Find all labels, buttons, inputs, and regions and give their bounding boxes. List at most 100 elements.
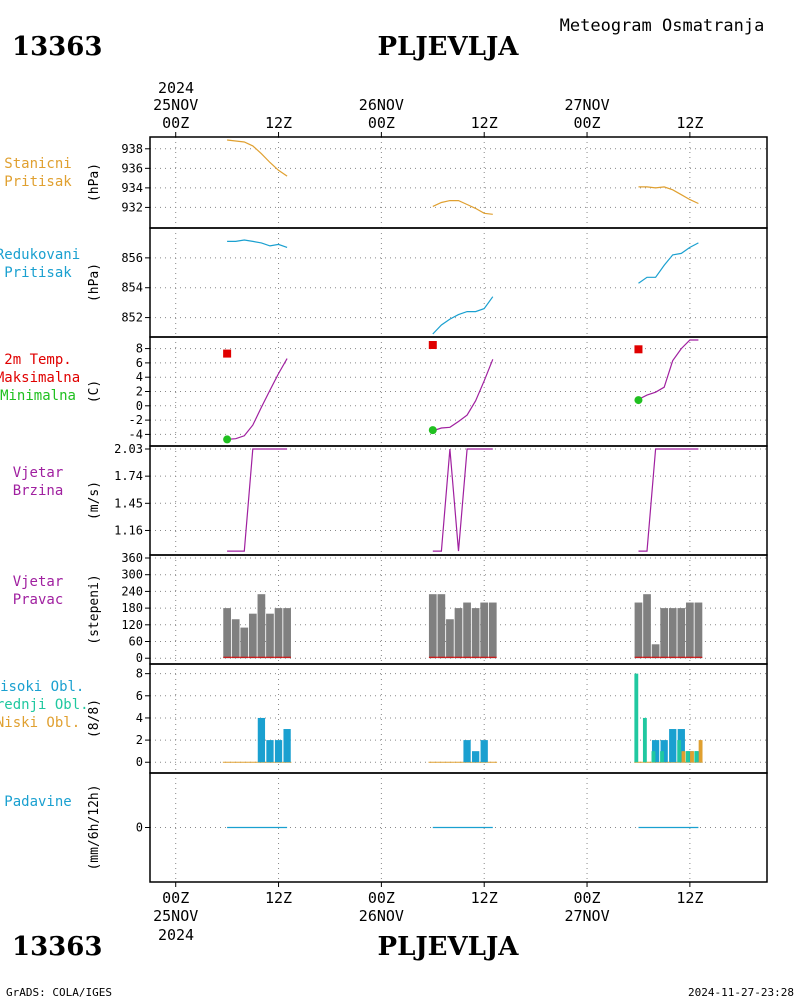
mid-cloud-bar bbox=[634, 673, 639, 763]
timestamp: 2024-11-27-23:28 bbox=[688, 986, 794, 999]
y-tick-label: 932 bbox=[121, 200, 143, 214]
y-tick-label: 8 bbox=[136, 667, 143, 681]
panel-label-line: Maksimalna bbox=[0, 370, 80, 386]
panel-frame bbox=[149, 336, 768, 447]
bottom-time-label: 12Z bbox=[265, 889, 292, 907]
y-tick-label: 4 bbox=[136, 370, 143, 384]
y-tick-label: 934 bbox=[121, 181, 143, 195]
station-id-top: 13363 bbox=[12, 32, 102, 62]
panel-frame bbox=[149, 445, 768, 556]
high-cloud-bar bbox=[274, 740, 283, 763]
tmin-marker bbox=[428, 426, 437, 435]
wind-direction-bar bbox=[428, 594, 437, 659]
top-time-label: 12Z bbox=[676, 114, 703, 132]
y-tick-label: 4 bbox=[136, 711, 143, 725]
y-tick-label: 854 bbox=[121, 281, 143, 295]
product-title: Meteogram Osmatranja bbox=[560, 16, 765, 36]
high-cloud-bar bbox=[463, 740, 471, 763]
panel-label-line: Vjetar bbox=[13, 574, 64, 590]
series-line bbox=[227, 358, 288, 440]
wind-direction-bar bbox=[231, 619, 240, 659]
wind-direction-bar bbox=[480, 602, 489, 659]
panel-plot bbox=[222, 673, 703, 763]
wind-direction-bar bbox=[651, 644, 660, 659]
high-cloud-bar bbox=[471, 751, 480, 763]
low-cloud-bar bbox=[690, 751, 694, 763]
wind-direction-bar bbox=[437, 594, 446, 659]
y-axis-unit: (mm/6h/12h) bbox=[87, 784, 102, 870]
tmax-marker bbox=[223, 349, 232, 358]
top-date-label: 26NOV bbox=[359, 96, 404, 114]
panel-plot bbox=[223, 594, 703, 659]
y-tick-label: 2 bbox=[136, 385, 143, 399]
top-time-label: 00Z bbox=[573, 114, 600, 132]
high-cloud-bar bbox=[266, 740, 274, 763]
panel-wind_speed: 1.16 1.45 1.74 2.03 (m/s) Vjetar Brzina bbox=[13, 442, 768, 556]
y-tick-label: 0 bbox=[136, 651, 143, 665]
grads-credit: GrADS: COLA/IGES bbox=[6, 986, 112, 999]
panel-label-line: Niski Obl. bbox=[0, 715, 80, 731]
plot-area: 25NOV00Z00Z25NOV12Z12Z26NOV00Z00Z26NOV12… bbox=[0, 96, 768, 925]
bottom-time-label: 12Z bbox=[676, 889, 703, 907]
wind-direction-bar bbox=[660, 608, 669, 659]
panel-label-line: Redukovani bbox=[0, 247, 80, 263]
tmin-marker bbox=[223, 435, 232, 444]
y-tick-label: 936 bbox=[121, 161, 143, 175]
panel-label-line: Pritisak bbox=[4, 265, 72, 281]
high-cloud-bar bbox=[651, 740, 660, 763]
y-tick-label: 120 bbox=[121, 618, 143, 632]
top-time-label: 12Z bbox=[471, 114, 498, 132]
high-cloud-bar bbox=[677, 729, 685, 763]
panel-reduced: 852 854 856 (hPa) Redukovani Pritisak bbox=[0, 227, 768, 338]
wind-direction-bar bbox=[248, 613, 257, 659]
y-tick-label: 1.45 bbox=[114, 496, 143, 510]
bottom-date-label: 25NOV bbox=[153, 907, 198, 925]
panel-pressure: 932 934 936 938 (hPa) Stanicni Pritisak bbox=[4, 136, 768, 229]
y-tick-label: 0 bbox=[136, 399, 143, 413]
high-cloud-bar bbox=[669, 729, 677, 763]
y-tick-label: 0 bbox=[136, 755, 143, 769]
station-name-top: PLJEVLJA bbox=[378, 32, 520, 62]
panel-label-line: Srednji Obl. bbox=[0, 697, 89, 713]
y-tick-label: 852 bbox=[121, 311, 143, 325]
panel-label-line: Pravac bbox=[13, 592, 64, 608]
tmin-marker bbox=[634, 396, 643, 405]
wind-direction-bar bbox=[668, 608, 677, 659]
panel-wind_direction: 0 60 120 180 240 300 360 (stepeni) Vjetar Pravac bbox=[13, 551, 768, 665]
high-cloud-bar bbox=[694, 751, 703, 763]
y-axis-unit: (hPa) bbox=[87, 263, 102, 302]
y-tick-label: 60 bbox=[129, 635, 143, 649]
wind-direction-bar bbox=[446, 619, 454, 659]
wind-direction-bar bbox=[686, 602, 694, 659]
tmax-marker bbox=[634, 345, 643, 354]
panel-frame bbox=[149, 772, 768, 883]
wind-direction-bar bbox=[694, 602, 703, 659]
y-tick-label: 300 bbox=[121, 568, 143, 582]
y-tick-label: 1.74 bbox=[114, 469, 143, 483]
panel-frame bbox=[149, 136, 768, 229]
tmax-marker bbox=[428, 341, 437, 350]
panel-label-line: 2m Temp. bbox=[4, 352, 71, 368]
y-tick-label: 180 bbox=[121, 601, 143, 615]
top-time-label: 12Z bbox=[265, 114, 292, 132]
wind-direction-bar bbox=[643, 594, 651, 659]
y-tick-label: 938 bbox=[121, 142, 143, 156]
panel-frame bbox=[149, 227, 768, 338]
high-cloud-bar bbox=[480, 740, 488, 763]
wind-direction-bar bbox=[488, 602, 497, 659]
panel-label-line: Brzina bbox=[13, 483, 64, 499]
series-line bbox=[227, 139, 288, 177]
mid-cloud-bar bbox=[694, 751, 699, 763]
wind-direction-bar bbox=[266, 613, 274, 659]
wind-direction-bar bbox=[223, 608, 231, 659]
series-line bbox=[432, 296, 494, 335]
mid-cloud-bar bbox=[642, 717, 647, 763]
top-year: 2024 bbox=[158, 79, 194, 97]
y-axis-unit: (C) bbox=[87, 380, 102, 403]
high-cloud-bar bbox=[686, 751, 694, 763]
series-line bbox=[638, 448, 699, 552]
panel-label-line: Visoki Obl. bbox=[0, 679, 84, 695]
series-line bbox=[638, 186, 699, 205]
series-line bbox=[432, 359, 494, 432]
panel-label-line: Stanicni bbox=[4, 156, 71, 172]
